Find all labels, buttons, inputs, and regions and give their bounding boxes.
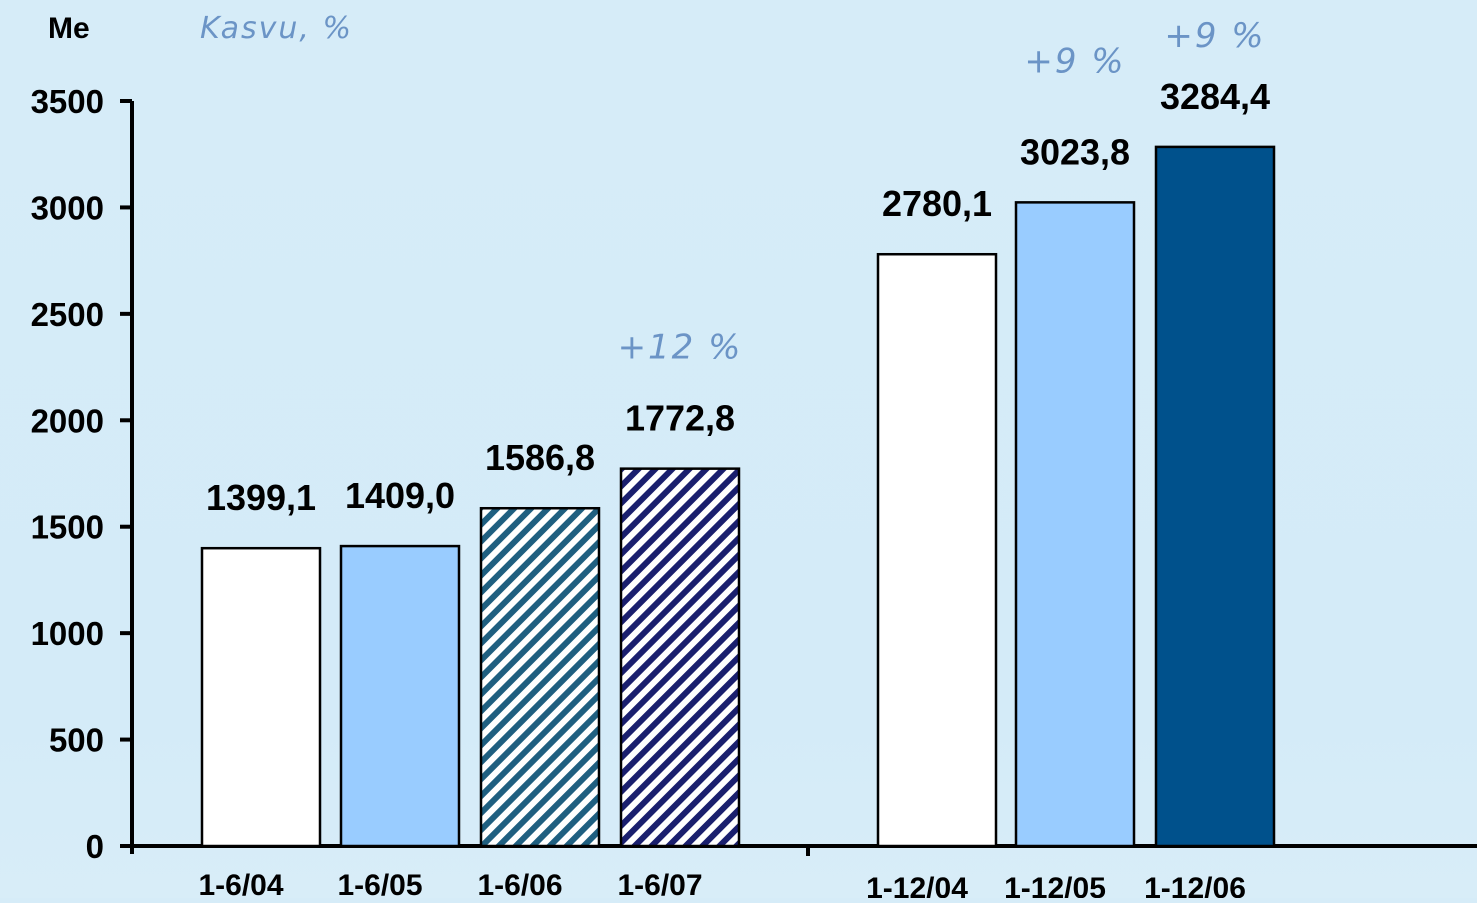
- value-label: 3023,8: [1020, 131, 1130, 172]
- y-tick-label: 2500: [31, 296, 104, 333]
- value-label: 1399,1: [206, 477, 316, 518]
- category-label: 1-6/04: [198, 869, 283, 898]
- growth-title: Kasvu, %: [200, 11, 353, 46]
- category-label: 1-6/06: [477, 869, 562, 898]
- y-tick-label: 1500: [31, 509, 104, 546]
- value-label: 3284,4: [1160, 76, 1270, 117]
- value-label: 2780,1: [882, 183, 992, 224]
- bar-1-6/04: [200, 546, 322, 848]
- bar-1-6/06: [479, 506, 601, 848]
- category-label: 1-6/05: [337, 869, 422, 898]
- bar-1-6/05: [339, 544, 461, 848]
- bar-1-12/04: [876, 252, 998, 848]
- growth-label: +9 %: [1024, 41, 1125, 81]
- value-label: 1772,8: [625, 398, 735, 439]
- growth-label: +9 %: [1164, 16, 1265, 56]
- bar-1-12/05: [1014, 201, 1136, 848]
- unit-label: Me: [48, 12, 90, 45]
- category-label: 1-12/04: [866, 872, 968, 898]
- y-tick-label: 3000: [31, 189, 104, 226]
- category-label: 1-12/05: [1004, 872, 1106, 898]
- y-tick-label: 1000: [31, 615, 104, 652]
- bar-1-12/06: [1154, 145, 1276, 848]
- category-label: 1-12/06: [1144, 872, 1246, 898]
- value-label: 1409,0: [345, 475, 455, 516]
- y-tick-label: 2000: [31, 402, 104, 439]
- bar-1-6/07: [619, 467, 741, 848]
- y-tick-label: 500: [49, 722, 104, 759]
- growth-label: +12 %: [618, 328, 743, 368]
- y-tick-label: 0: [86, 828, 104, 865]
- category-label: 1-6/07: [617, 869, 702, 898]
- y-tick-label: 3500: [31, 83, 104, 120]
- value-label: 1586,8: [485, 437, 595, 478]
